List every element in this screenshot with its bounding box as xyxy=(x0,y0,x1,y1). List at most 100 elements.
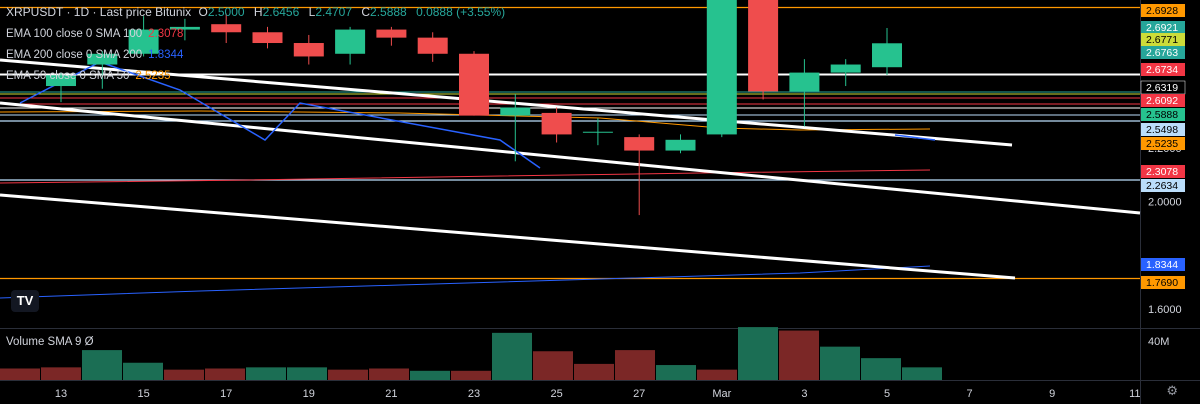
candle-body[interactable] xyxy=(252,32,283,44)
y-tick-label: 2.0000 xyxy=(1148,197,1182,209)
price-label-text: 2.6763 xyxy=(1146,47,1178,59)
price-label-badge xyxy=(1141,137,1185,150)
price-label-text: 2.2634 xyxy=(1146,180,1178,192)
price-label-badge xyxy=(1141,33,1185,46)
ema50-line xyxy=(0,110,931,131)
volume-bar[interactable] xyxy=(738,327,778,380)
price-label-badge xyxy=(1141,165,1185,178)
symbol-header: XRPUSDT · 1D · Last price Bitunix O2.500… xyxy=(6,5,506,19)
ema200-line xyxy=(0,265,931,299)
x-tick-label: 5 xyxy=(884,388,890,400)
candle-body[interactable] xyxy=(417,37,448,54)
price-label-badge xyxy=(1141,108,1185,121)
open-value: 2.5000 xyxy=(207,5,245,19)
price-label-badge xyxy=(1141,179,1185,192)
volume-bar[interactable] xyxy=(492,332,532,380)
candle-body[interactable] xyxy=(211,24,242,33)
volume-bar[interactable] xyxy=(164,369,204,380)
change-value: 0.0888 (+3.55%) xyxy=(416,5,506,19)
volume-bar[interactable] xyxy=(861,358,901,380)
candle-body[interactable] xyxy=(169,26,200,30)
indicator-ema100-value: 2.3078 xyxy=(148,28,184,40)
close-value: 2.5888 xyxy=(370,5,407,19)
candle-body[interactable] xyxy=(872,43,902,68)
price-label-text: 2.6092 xyxy=(1146,95,1178,107)
price-label-text: 2.5498 xyxy=(1146,124,1178,136)
candle-body[interactable] xyxy=(830,64,861,73)
price-label-badge xyxy=(1141,4,1185,17)
candle-body[interactable] xyxy=(335,29,366,54)
symbol-title[interactable]: XRPUSDT · 1D · Last price Bitunix xyxy=(6,5,192,19)
volume-bar[interactable] xyxy=(451,370,491,380)
x-tick-label: 17 xyxy=(220,388,232,400)
volume-legend[interactable]: Volume SMA 9 Ø xyxy=(6,336,94,348)
x-tick-label: 7 xyxy=(967,388,973,400)
price-label-text: 2.6319 xyxy=(1146,82,1178,94)
volume-bar[interactable] xyxy=(205,368,245,381)
trendline-middle xyxy=(0,101,1141,215)
price-label-badge xyxy=(1141,46,1185,59)
volume-axis-label: 40M xyxy=(1148,336,1169,348)
volume-bar[interactable] xyxy=(574,363,614,380)
volume-bar[interactable] xyxy=(369,368,409,381)
volume-bar[interactable] xyxy=(287,367,327,380)
price-label-text: 2.6921 xyxy=(1146,22,1178,34)
x-tick-label: 11 xyxy=(1129,388,1140,400)
volume-bar[interactable] xyxy=(820,346,860,380)
volume-bar[interactable] xyxy=(328,369,368,380)
candle-body[interactable] xyxy=(459,53,489,116)
price-label-badge xyxy=(1141,123,1185,136)
volume-bar[interactable] xyxy=(410,370,450,380)
volume-bar[interactable] xyxy=(82,350,122,380)
price-label-badge xyxy=(1141,276,1185,289)
candle-body[interactable] xyxy=(293,43,324,57)
y-tick-label: 1.6000 xyxy=(1148,304,1182,316)
candle-body[interactable] xyxy=(46,75,76,87)
indicator-ema50[interactable]: EMA 50 close 0 SMA 50 2.5235 xyxy=(6,70,171,82)
volume-bar[interactable] xyxy=(41,367,81,380)
x-tick-label: 15 xyxy=(137,388,149,400)
price-label-text: 2.5888 xyxy=(1146,109,1178,121)
volume-bar[interactable] xyxy=(123,362,163,380)
candle-body[interactable] xyxy=(87,53,118,65)
gear-icon[interactable]: ⚙ xyxy=(1166,383,1178,398)
candle-body[interactable] xyxy=(624,137,655,151)
candle-body[interactable] xyxy=(665,139,696,151)
x-tick-label: 21 xyxy=(385,388,397,400)
price-label-badge xyxy=(1141,258,1185,271)
indicator-ema100[interactable]: EMA 100 close 0 SMA 100 2.3078 xyxy=(6,28,184,40)
candle-body[interactable] xyxy=(376,29,407,38)
x-tick-label: Mar xyxy=(712,388,731,400)
volume-bar[interactable] xyxy=(697,369,737,380)
candle-body[interactable] xyxy=(748,0,779,92)
candle-body[interactable] xyxy=(582,131,613,133)
price-label-text: 2.6771 xyxy=(1146,34,1178,46)
volume-bar[interactable] xyxy=(615,350,655,380)
trendline-lower xyxy=(0,193,1016,280)
price-label-badge xyxy=(1141,94,1185,107)
price-label-badge xyxy=(1141,21,1185,34)
high-value: 2.6456 xyxy=(262,5,300,19)
candle-body[interactable] xyxy=(541,112,572,135)
ema100-line xyxy=(0,169,931,184)
candle-body[interactable] xyxy=(789,72,820,92)
volume-bar[interactable] xyxy=(246,367,286,380)
volume-bar[interactable] xyxy=(533,351,573,380)
candle-body[interactable] xyxy=(706,0,737,135)
volume-bar[interactable] xyxy=(0,368,40,381)
x-tick-label: 13 xyxy=(55,388,67,400)
volume-bar[interactable] xyxy=(902,367,942,380)
candle-body[interactable] xyxy=(500,107,531,116)
drawing-path xyxy=(894,134,936,141)
volume-bar[interactable] xyxy=(656,365,696,380)
indicator-ema50-value: 2.5235 xyxy=(135,70,171,82)
candle-body[interactable] xyxy=(128,29,159,54)
price-label-text: 2.5235 xyxy=(1146,138,1178,150)
x-tick-label: 19 xyxy=(303,388,315,400)
low-value: 2.4707 xyxy=(315,5,353,19)
indicator-ema200[interactable]: EMA 200 close 0 SMA 200 1.8344 xyxy=(6,49,184,61)
x-tick-label: 3 xyxy=(801,388,807,400)
volume-bar[interactable] xyxy=(779,330,819,380)
tradingview-logo[interactable]: TV xyxy=(11,290,39,312)
